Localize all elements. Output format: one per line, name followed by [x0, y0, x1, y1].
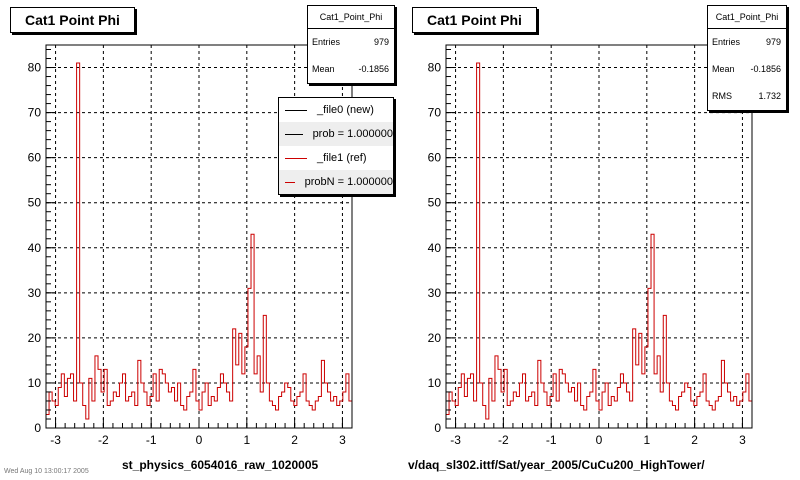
- right-stats-box: Cat1_Point_Phi Entries 979 Mean -0.1856 RM…: [707, 5, 787, 111]
- right-stats-name: Cat1_Point_Phi: [708, 6, 786, 29]
- legend-entry-prob: prob = 1.000000: [279, 122, 393, 146]
- left-y-tick-label: 80: [28, 61, 42, 75]
- left-y-tick-label: 20: [28, 331, 42, 345]
- right-y-tick-label: 60: [428, 151, 442, 165]
- right-stats-rms: RMS 1.732: [712, 91, 781, 101]
- left-x-tick-label: -1: [146, 433, 157, 447]
- legend-swatch-probn: [285, 181, 295, 183]
- right-y-tick-label: 0: [434, 421, 441, 435]
- right-y-tick-label: 80: [428, 61, 442, 75]
- left-x-tick-label: -2: [98, 433, 109, 447]
- left-y-tick-label: 30: [28, 286, 42, 300]
- left-x-axis-label: st_physics_6054016_raw_1020005: [122, 458, 319, 472]
- left-legend: _file0 (new) prob = 1.000000 _file1 (ref…: [278, 97, 394, 195]
- left-stats-box: Cat1_Point_Phi Entries 979 Mean -0.1856: [307, 5, 395, 84]
- right-y-tick-label: 50: [428, 196, 442, 210]
- left-x-tick-label: 3: [339, 433, 346, 447]
- left-y-tick-label: 0: [34, 421, 41, 435]
- right-y-tick-label: 10: [428, 376, 442, 390]
- left-x-tick-label: 0: [196, 433, 203, 447]
- legend-entry-file0: _file0 (new): [279, 98, 393, 122]
- left-chart-title: Cat1 Point Phi: [10, 7, 135, 33]
- legend-entry-probn: probN = 1.000000: [279, 170, 393, 194]
- left-stats-name: Cat1_Point_Phi: [308, 6, 394, 29]
- right-x-axis-label: v/daq_sl302.ittf/Sat/year_2005/CuCu200_H…: [408, 458, 705, 472]
- right-x-tick-label: -1: [546, 433, 557, 447]
- left-x-tick-label: 2: [291, 433, 298, 447]
- right-y-tick-label: 20: [428, 331, 442, 345]
- right-stats-mean: Mean -0.1856: [712, 64, 781, 74]
- left-stats-entries: Entries 979: [312, 37, 389, 47]
- right-y-tick-label: 40: [428, 241, 442, 255]
- right-stats-entries: Entries 979: [712, 37, 781, 47]
- right-x-tick-label: 1: [643, 433, 650, 447]
- right-x-tick-label: -2: [498, 433, 509, 447]
- legend-swatch-file1: [285, 157, 307, 159]
- legend-entry-file1: _file1 (ref): [279, 146, 393, 170]
- right-x-tick-label: 0: [596, 433, 603, 447]
- left-y-tick-label: 10: [28, 376, 42, 390]
- right-chart-title: Cat1 Point Phi: [412, 7, 537, 33]
- right-histogram-series-0: [445, 62, 753, 428]
- left-x-tick-label: 1: [243, 433, 250, 447]
- right-x-tick-label: 2: [691, 433, 698, 447]
- left-y-tick-label: 40: [28, 241, 42, 255]
- footer-timestamp: Wed Aug 10 13:00:17 2005: [4, 468, 89, 475]
- right-x-tick-label: 3: [739, 433, 746, 447]
- left-y-tick-label: 50: [28, 196, 42, 210]
- legend-swatch-prob: [285, 133, 303, 135]
- legend-swatch-file0: [285, 109, 307, 111]
- left-x-tick-label: -3: [50, 433, 61, 447]
- left-histogram-series-0: [45, 62, 353, 428]
- right-y-tick-label: 30: [428, 286, 442, 300]
- left-y-tick-label: 60: [28, 151, 42, 165]
- left-stats-mean: Mean -0.1856: [312, 64, 389, 74]
- right-y-tick-label: 70: [428, 106, 442, 120]
- right-x-tick-label: -3: [450, 433, 461, 447]
- left-y-tick-label: 70: [28, 106, 42, 120]
